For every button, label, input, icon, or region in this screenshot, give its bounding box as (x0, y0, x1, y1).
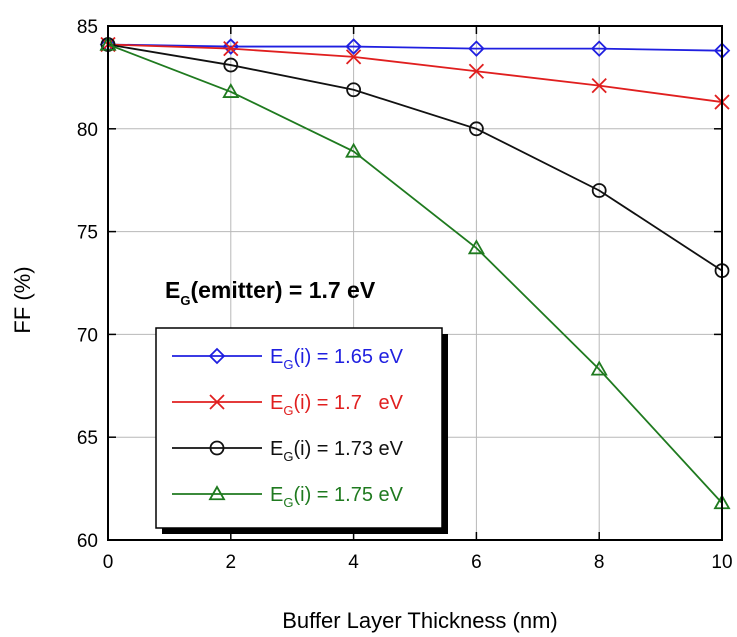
y-tick-label: 75 (77, 223, 98, 244)
y-tick-label: 60 (77, 531, 98, 552)
legend-label-sub: G (283, 495, 293, 510)
legend-label-sub: G (283, 357, 293, 372)
data-point (345, 49, 362, 65)
marker-stroke (591, 77, 607, 94)
legend-marker (208, 347, 226, 365)
annotation-main: E (165, 277, 180, 303)
legend-label-rest: (i) = 1.7 eV (293, 392, 403, 414)
data-point (467, 239, 485, 255)
y-tick-label: 80 (77, 120, 98, 141)
series-line (107, 43, 723, 504)
legend-label-main: E (270, 346, 283, 368)
series-line (107, 43, 723, 52)
x-tick-label: 8 (594, 552, 605, 573)
y-axis-label: FF (%) (10, 266, 35, 333)
legend-entry-2: EG(i) = 1.7 eV (172, 392, 404, 418)
legend-label-sub: G (283, 403, 293, 418)
ticks: 0 2 4 6 8 10 60 65 70 75 80 85 (77, 17, 733, 573)
annotation-rest: (emitter) = 1.7 eV (190, 277, 375, 303)
x-tick-label: 0 (103, 552, 114, 573)
data-point (345, 38, 362, 55)
data-point (346, 82, 362, 98)
data-point (345, 142, 363, 158)
marker-stroke (468, 63, 485, 79)
plot-frame (107, 25, 723, 541)
marker-stroke (345, 49, 362, 65)
data-point (468, 40, 485, 57)
legend-label-sub: G (283, 449, 293, 464)
legend-label-main: E (270, 438, 283, 460)
legend-label-main: E (270, 392, 283, 414)
legend-marker (208, 485, 226, 501)
data-point (468, 63, 485, 79)
emitter-annotation: EG(emitter) = 1.7 eV (165, 277, 376, 308)
marker-stroke (223, 40, 239, 57)
series-layer (99, 35, 731, 510)
series-3 (100, 37, 730, 279)
marker-stroke (209, 394, 225, 410)
legend-label: EG(i) = 1.73 eV (270, 438, 404, 464)
data-point (468, 121, 484, 137)
data-point (591, 183, 607, 198)
legend-label-rest: (i) = 1.65 eV (293, 346, 403, 368)
data-point (590, 360, 608, 376)
legend-entry-3: EG(i) = 1.73 eV (172, 438, 404, 464)
series-line (107, 43, 723, 103)
legend-label-main: E (270, 484, 283, 506)
legend-label-rest: (i) = 1.75 eV (293, 484, 403, 506)
legend-entry-1: EG(i) = 1.65 eV (172, 346, 404, 372)
data-point (223, 40, 239, 57)
legend-label: EG(i) = 1.75 eV (270, 484, 404, 510)
x-tick-label: 6 (471, 552, 482, 573)
x-tick-label: 4 (348, 552, 359, 573)
data-point (590, 40, 608, 57)
x-tick-label: 10 (711, 552, 732, 573)
data-point (222, 82, 240, 98)
series-line (107, 43, 723, 272)
data-point (591, 77, 607, 94)
legend-entry-4: EG(i) = 1.75 eV (172, 484, 404, 510)
y-tick-label: 65 (77, 428, 98, 449)
legend-label: EG(i) = 1.65 eV (270, 346, 404, 372)
x-axis-label: Buffer Layer Thickness (nm) (282, 608, 558, 633)
y-tick-label: 85 (77, 17, 98, 38)
legend-marker (209, 394, 225, 410)
y-tick-label: 70 (77, 325, 98, 346)
x-tick-label: 2 (226, 552, 237, 573)
legend-label-rest: (i) = 1.73 eV (293, 438, 403, 460)
legend-marker (209, 440, 225, 456)
annotation-sub: G (180, 293, 190, 308)
data-point (223, 57, 239, 73)
legend-label: EG(i) = 1.7 eV (270, 392, 404, 418)
